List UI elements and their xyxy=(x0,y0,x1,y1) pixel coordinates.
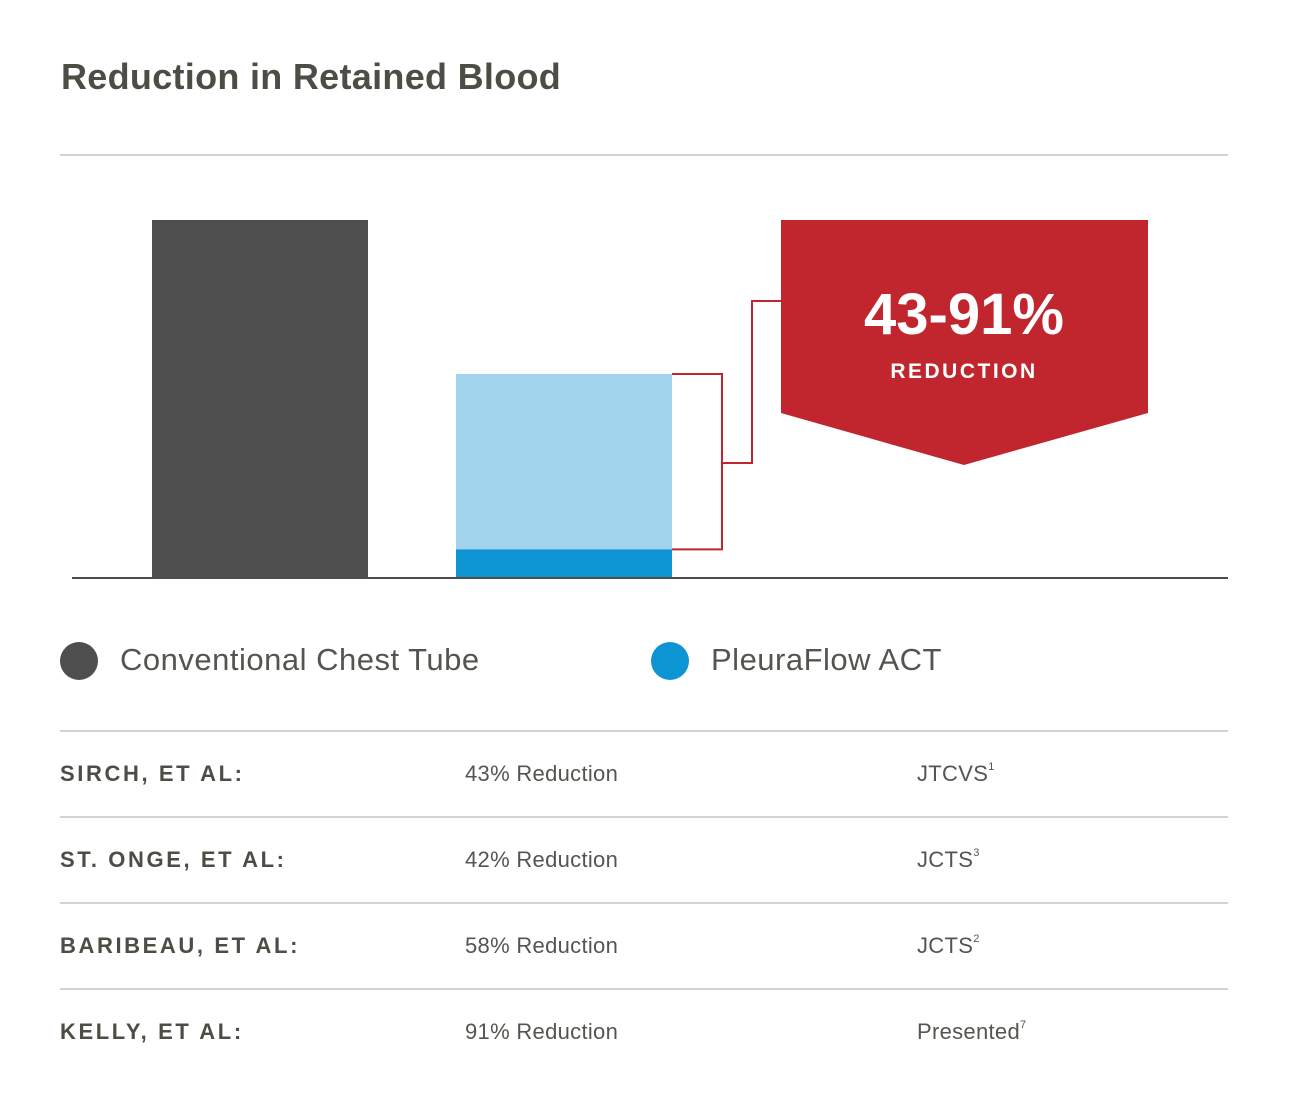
journal-name: JCTS xyxy=(917,847,974,872)
table-row: SIRCH, ET AL: 43% Reduction JTCVS1 xyxy=(60,730,1228,816)
bar-chart: 43-91% REDUCTION xyxy=(72,220,1228,579)
study-author: ST. ONGE, ET AL: xyxy=(60,847,287,872)
study-author: KELLY, ET AL: xyxy=(60,1019,244,1044)
study-result: 58% Reduction xyxy=(465,933,619,958)
study-result: 43% Reduction xyxy=(465,761,619,786)
title-divider xyxy=(60,154,1228,156)
study-journal: Presented7 xyxy=(917,1019,1026,1045)
reference-number: 7 xyxy=(1020,1018,1027,1031)
reduction-callout-badge xyxy=(781,220,1148,465)
bar-conventional-chest-tube xyxy=(152,220,368,578)
chart-title: Reduction in Retained Blood xyxy=(61,56,562,97)
study-journal: JCTS2 xyxy=(917,933,980,959)
journal-name: JCTS xyxy=(917,933,974,958)
journal-name: Presented xyxy=(917,1019,1020,1044)
study-journal: JTCVS1 xyxy=(917,761,995,787)
study-result: 42% Reduction xyxy=(465,847,619,872)
bar-pleuraflow-range-lower xyxy=(456,549,672,578)
study-author: SIRCH, ET AL: xyxy=(60,761,245,786)
callout-label: REDUCTION xyxy=(890,360,1037,383)
journal-name: JTCVS xyxy=(917,761,989,786)
table-row: BARIBEAU, ET AL: 58% Reduction JCTS2 xyxy=(60,902,1228,988)
legend-label-conventional: Conventional Chest Tube xyxy=(120,642,480,677)
reduction-bracket xyxy=(672,300,781,551)
bar-pleuraflow-range-upper xyxy=(456,373,672,550)
studies-table: SIRCH, ET AL: 43% Reduction JTCVS1 ST. O… xyxy=(60,730,1228,1076)
reference-number: 2 xyxy=(973,932,980,945)
table-row: KELLY, ET AL: 91% Reduction Presented7 xyxy=(60,988,1228,1076)
reference-number: 3 xyxy=(973,846,980,859)
callout-value: 43-91% xyxy=(864,282,1064,347)
study-result: 91% Reduction xyxy=(465,1019,619,1044)
legend-swatch-pleuraflow xyxy=(651,642,689,680)
legend-label-pleuraflow: PleuraFlow ACT xyxy=(711,642,942,677)
study-journal: JCTS3 xyxy=(917,847,980,873)
reference-number: 1 xyxy=(988,760,995,773)
study-author: BARIBEAU, ET AL: xyxy=(60,933,300,958)
legend-swatch-conventional xyxy=(60,642,98,680)
table-row: ST. ONGE, ET AL: 42% Reduction JCTS3 xyxy=(60,816,1228,902)
